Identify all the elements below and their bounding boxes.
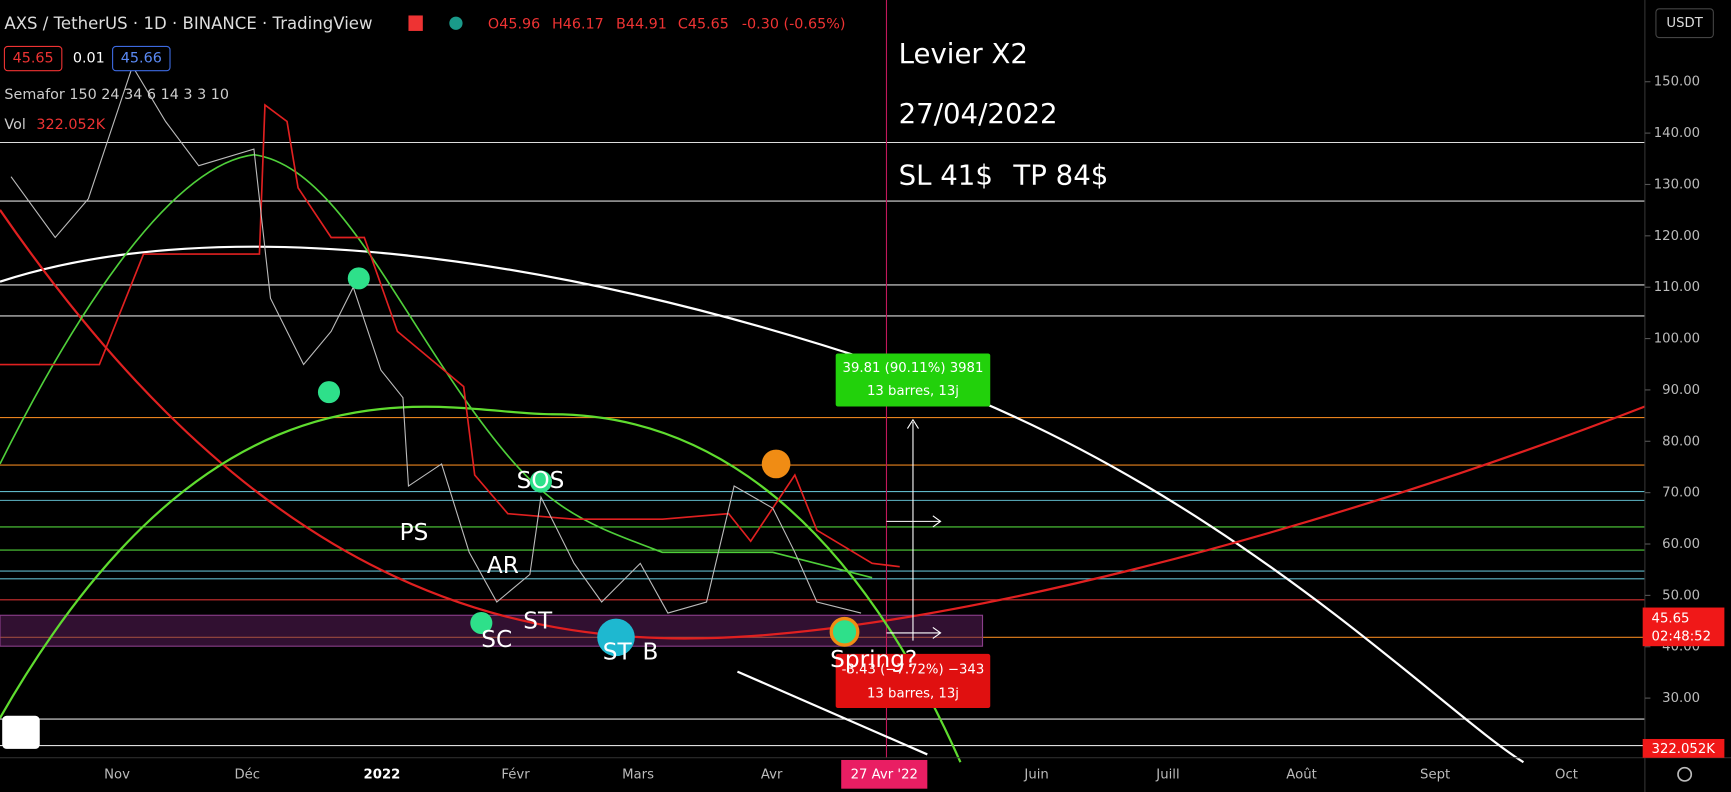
cursor-date: 27 Avr '22 — [851, 767, 918, 782]
time-label: Août — [1286, 766, 1317, 782]
markers — [317, 267, 860, 657]
logo[interactable] — [2, 715, 40, 749]
time-label: Sept — [1420, 767, 1450, 782]
wyckoff-label: SOS — [517, 467, 565, 494]
time-label: Avr — [761, 767, 783, 782]
bid-box[interactable] — [3, 45, 63, 72]
time-label: Nov — [104, 767, 130, 782]
ohlc: H46.17 — [552, 16, 604, 32]
ask-box[interactable] — [112, 45, 171, 72]
time-label: Juill — [1155, 767, 1179, 782]
y-tick-label: 70.00 — [1662, 486, 1700, 501]
measure-text: -3.43 (−7.72%) −343 — [842, 662, 985, 677]
time-label: Oct — [1555, 767, 1578, 782]
y-tick-label: 140.00 — [1654, 126, 1700, 141]
y-tick-label: 80.00 — [1662, 434, 1700, 449]
indicator: Semafor 150 24 34 6 14 3 3 10 — [4, 87, 229, 103]
volume-value: 322.052K — [36, 117, 105, 133]
time-label: Juin — [1023, 767, 1048, 782]
header: AXS / TetherUS · 1D · BINANCE · TradingV… — [3, 14, 846, 133]
y-tick-label: 110.00 — [1654, 280, 1700, 295]
volume-label: Vol — [4, 117, 25, 133]
y-tick-label: 30.00 — [1662, 691, 1700, 706]
y-tick-label: 90.00 — [1662, 383, 1700, 398]
y-tick-label: 130.00 — [1654, 177, 1700, 192]
time-label: Févr — [501, 766, 530, 782]
currency[interactable]: USDT — [1666, 16, 1703, 31]
ohlc: C45.65 — [678, 16, 729, 32]
wyckoff-label: PS — [400, 519, 429, 546]
wyckoff-label: AR — [487, 552, 519, 579]
ask: 45.66 — [121, 51, 162, 67]
measure-text: 13 barres, 13j — [867, 687, 959, 702]
measure-box-down — [835, 653, 991, 709]
y-tick-label: 120.00 — [1654, 229, 1700, 244]
price-axis: 30.0040.0050.0060.0070.0080.0090.00100.0… — [1644, 75, 1700, 706]
wyckoff-label: ST — [523, 607, 553, 634]
spread: 0.01 — [73, 51, 105, 67]
note: Levier X2 — [899, 37, 1028, 70]
currency-button[interactable] — [1655, 8, 1714, 39]
last-price: 45.65 — [1652, 612, 1690, 627]
symbol: AXS / TetherUS · 1D · BINANCE · TradingV… — [4, 14, 372, 33]
flag — [408, 15, 423, 31]
measure-arrows — [886, 418, 942, 641]
y-tick-label: 60.00 — [1662, 537, 1700, 552]
measure-box-up — [835, 353, 991, 407]
status-dot — [449, 16, 463, 30]
ohlc: O45.96 — [488, 16, 540, 32]
settings-icon[interactable] — [1677, 766, 1693, 782]
bid: 45.65 — [13, 51, 54, 67]
time-label: 2022 — [364, 767, 401, 782]
y-tick-label: 100.00 — [1654, 332, 1700, 347]
volume-tag — [1642, 738, 1725, 758]
wyckoff-label: Spring? — [830, 646, 917, 673]
y-tick-label: 50.00 — [1662, 588, 1700, 603]
y-tick-label: 150.00 — [1654, 75, 1700, 90]
time-label: Mars — [622, 767, 654, 782]
price-tag — [1642, 607, 1725, 647]
last-volume: 322.052K — [1652, 742, 1716, 757]
ohlc: -0.30 (-0.65%) — [742, 16, 846, 32]
time-axis: Nov Déc 2022 Févr Mars Avr Juin Juill Ao… — [104, 766, 1578, 782]
ohlc: B44.91 — [616, 16, 667, 32]
wyckoff-label: ST — [603, 638, 633, 665]
wyckoff-label: B — [643, 638, 659, 665]
cursor-tag — [841, 759, 928, 789]
time-label: Déc — [234, 766, 260, 782]
measure-text: 13 barres, 13j — [867, 384, 959, 399]
measure-text: 39.81 (90.11%) 3981 — [843, 361, 984, 376]
wyckoff-label: SC — [481, 626, 512, 653]
note: TP 84$ — [1012, 159, 1108, 192]
note: SL 41$ — [899, 159, 993, 192]
countdown: 02:48:52 — [1652, 629, 1711, 644]
note: 27/04/2022 — [899, 97, 1058, 130]
